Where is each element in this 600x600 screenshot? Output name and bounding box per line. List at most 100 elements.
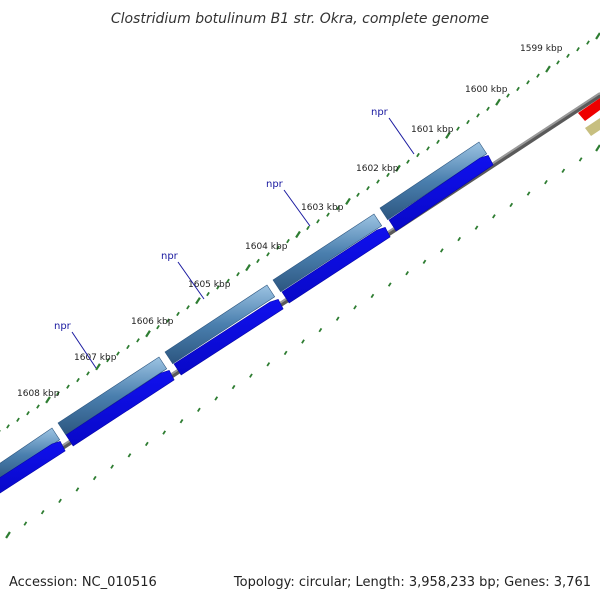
tick-label: 1600 kbp — [465, 85, 508, 95]
tick-mark — [316, 219, 320, 224]
tick-mark — [345, 197, 351, 205]
gene-label-npr[interactable]: npr — [54, 321, 72, 332]
genome-summary-text: Topology: circular; Length: 3,958,233 bp… — [233, 575, 591, 590]
tick-mark — [145, 330, 151, 338]
cds-feature[interactable] — [388, 154, 494, 232]
tick-mark — [486, 106, 490, 111]
tick-mark — [106, 358, 110, 363]
tick-mark — [92, 475, 97, 481]
cds-feature[interactable] — [0, 440, 66, 495]
tick-mark — [466, 119, 470, 125]
feature-olive[interactable] — [585, 118, 600, 136]
tick-mark — [506, 93, 510, 98]
tick-mark — [45, 396, 51, 404]
tick-mark — [456, 126, 460, 131]
tick-mark — [206, 291, 210, 297]
tick-label: 1601 kbp — [411, 125, 454, 135]
gene-label-npr[interactable]: npr — [161, 251, 179, 262]
tick-mark — [406, 159, 410, 164]
tick-mark — [276, 245, 280, 250]
tick-mark — [179, 418, 184, 424]
tick-mark — [595, 144, 600, 152]
tick-mark — [326, 212, 330, 217]
tick-mark — [136, 338, 140, 343]
tick-mark — [566, 53, 570, 59]
tick-mark — [110, 464, 114, 469]
tick-mark — [476, 113, 480, 118]
tick-mark — [586, 40, 590, 45]
tick-mark — [578, 157, 583, 162]
tick-mark — [5, 531, 11, 539]
gene-label-npr[interactable]: npr — [371, 107, 389, 118]
tick-mark — [86, 371, 90, 376]
tick-mark — [58, 498, 62, 504]
tick-mark — [6, 424, 10, 429]
tick-mark — [256, 258, 260, 264]
tick-mark — [295, 230, 301, 239]
inner-tick-ring — [5, 144, 600, 539]
tick-mark — [236, 272, 240, 277]
tick-mark — [336, 205, 340, 211]
tick-mark — [395, 164, 401, 172]
tick-label: 1606 kbp — [131, 317, 174, 327]
gene-feature[interactable] — [164, 284, 276, 365]
tick-mark — [126, 344, 130, 350]
gene-feature[interactable] — [57, 356, 168, 436]
tick-mark — [186, 305, 190, 310]
gene-feature[interactable] — [379, 141, 488, 221]
tick-mark — [166, 318, 170, 323]
tick-mark — [266, 252, 270, 257]
tick-mark — [556, 60, 560, 65]
tick-mark — [376, 179, 380, 184]
tick-mark — [474, 225, 479, 230]
tick-mark — [144, 441, 149, 447]
tick-mark — [16, 417, 20, 422]
tick-mark — [266, 362, 271, 367]
tick-mark — [536, 73, 540, 78]
gene-track — [0, 141, 488, 482]
tick-mark — [436, 139, 440, 145]
tick-mark — [516, 86, 520, 92]
tick-mark — [439, 248, 444, 253]
tick-mark — [306, 225, 310, 231]
tick-labels: 1599 kbp 1600 kbp 1601 kbp 1602 kbp 1603… — [17, 44, 563, 399]
tick-mark — [226, 278, 230, 284]
tick-label: 1604 kbp — [245, 242, 288, 252]
cds-feature[interactable] — [173, 298, 284, 376]
tick-label: 1602 kbp — [356, 164, 399, 174]
tick-mark — [197, 407, 201, 412]
tick-mark — [76, 377, 80, 383]
accession-text: Accession: NC_010516 — [9, 575, 157, 590]
tick-mark — [422, 259, 427, 265]
tick-mark — [353, 305, 357, 310]
tick-label: 1608 kbp — [17, 389, 60, 399]
tick-mark — [366, 185, 370, 191]
tick-label: 1605 kbp — [188, 280, 231, 290]
tick-mark — [36, 404, 40, 409]
cds-feature[interactable] — [281, 226, 391, 304]
tick-mark — [95, 363, 101, 371]
tick-label: 1603 kbp — [301, 203, 344, 213]
tick-label: 1607 kbp — [74, 353, 117, 363]
tick-mark — [318, 327, 323, 333]
tick-mark — [356, 192, 360, 197]
tick-mark — [544, 179, 548, 185]
gene-label-npr[interactable]: npr — [266, 179, 284, 190]
gene-label-group — [71, 117, 415, 369]
tick-mark — [526, 80, 530, 85]
cds-feature[interactable] — [65, 369, 175, 447]
feature-red[interactable] — [578, 98, 600, 121]
gene-feature[interactable] — [0, 427, 61, 482]
tick-mark — [405, 271, 409, 276]
outer-tick-ring — [0, 32, 600, 432]
tick-mark — [387, 282, 392, 287]
tick-mark — [370, 293, 375, 299]
tick-mark — [335, 316, 340, 321]
tick-mark — [127, 453, 132, 458]
gene-feature[interactable] — [272, 213, 383, 293]
tick-mark — [23, 521, 28, 526]
tick-mark — [214, 396, 219, 401]
tick-mark — [75, 487, 80, 492]
tick-mark — [561, 168, 566, 173]
